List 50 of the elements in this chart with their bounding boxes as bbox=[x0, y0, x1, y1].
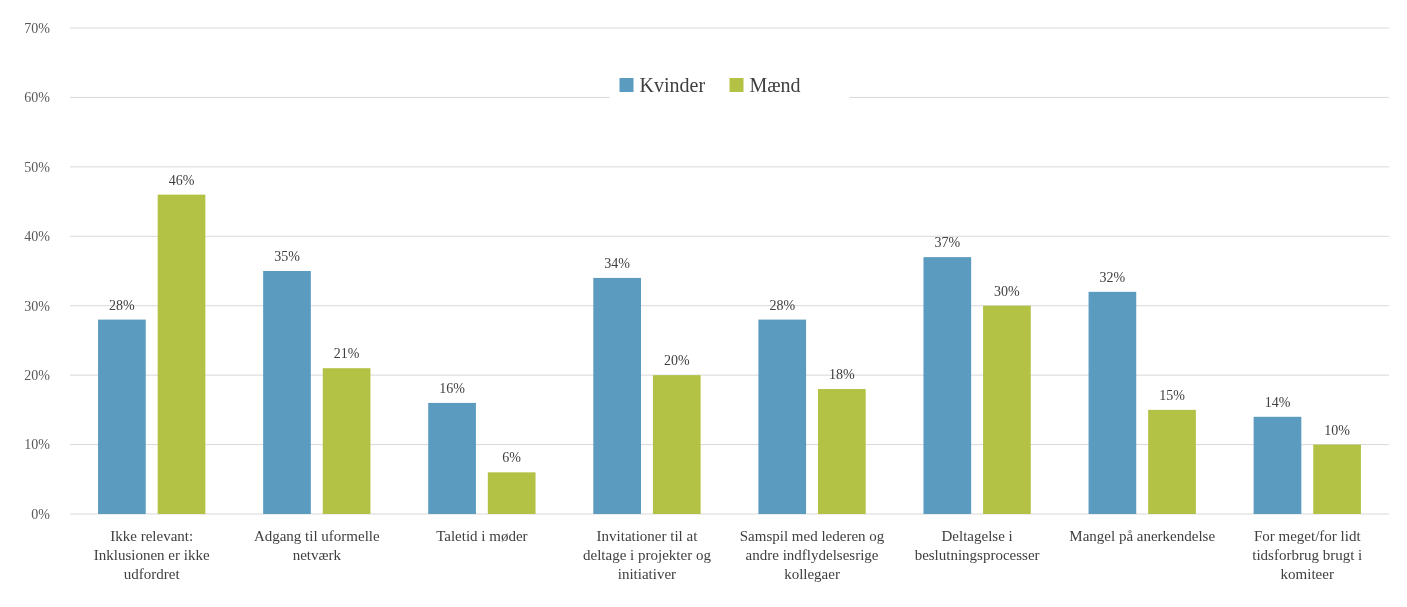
data-label: 6% bbox=[502, 450, 522, 466]
data-label: 35% bbox=[274, 249, 301, 264]
data-label: 14% bbox=[1264, 394, 1291, 410]
x-tick-label: Taletid i møder bbox=[436, 528, 528, 544]
x-tick-label: Samspil med lederen og andre indflydelsesrige kollegaer bbox=[739, 528, 885, 582]
x-tick-label: Adgang til uformelle netværk bbox=[253, 528, 381, 563]
bar bbox=[1088, 291, 1137, 514]
bar bbox=[98, 319, 146, 514]
bar bbox=[428, 402, 476, 514]
data-label: 46% bbox=[168, 172, 195, 188]
bar bbox=[487, 472, 536, 514]
y-tick-label: 10% bbox=[24, 437, 51, 453]
bar bbox=[923, 257, 972, 514]
legend-label: Mænd bbox=[749, 74, 801, 96]
bar bbox=[652, 375, 701, 514]
data-label: 20% bbox=[663, 353, 690, 369]
data-label: 28% bbox=[109, 297, 136, 313]
x-tick-label: Ikke relevant: Inklusionen er ikke udfordret bbox=[93, 528, 210, 582]
y-tick-label: 50% bbox=[24, 159, 51, 175]
bar bbox=[1148, 409, 1196, 514]
y-tick-label: 30% bbox=[24, 298, 51, 314]
bar bbox=[1313, 444, 1361, 514]
bar bbox=[818, 389, 866, 514]
x-tick-label: For meget/for lidt tidsforbrug brugt i komiteer bbox=[1252, 528, 1363, 582]
bar bbox=[1253, 416, 1302, 514]
data-label: 30% bbox=[994, 283, 1021, 299]
data-label: 34% bbox=[604, 255, 631, 271]
y-tick-label: 60% bbox=[24, 90, 51, 106]
bar bbox=[157, 194, 206, 514]
bar bbox=[758, 319, 807, 514]
x-tick-label: Invitationer til at deltage i projekter og initiativer bbox=[583, 528, 712, 582]
x-tick-label: Mangel på anerkendelse bbox=[1069, 528, 1216, 544]
legend-label: Kvinder bbox=[639, 74, 706, 96]
bar bbox=[593, 277, 641, 514]
y-tick-label: 40% bbox=[24, 229, 51, 245]
bar bbox=[322, 368, 371, 514]
bar bbox=[263, 271, 311, 514]
data-label: 18% bbox=[829, 367, 856, 383]
y-tick-label: 70% bbox=[24, 20, 51, 36]
data-label: 32% bbox=[1099, 269, 1126, 285]
data-label: 37% bbox=[934, 235, 961, 251]
x-tick-label: Deltagelse i beslutningsprocesser bbox=[914, 528, 1040, 563]
data-label: 16% bbox=[439, 380, 466, 396]
data-label: 15% bbox=[1159, 387, 1186, 403]
data-label: 28% bbox=[769, 297, 796, 313]
y-tick-label: 20% bbox=[24, 368, 51, 384]
data-label: 21% bbox=[333, 346, 360, 362]
y-tick-label: 0% bbox=[31, 506, 51, 522]
bar bbox=[983, 305, 1031, 514]
data-label: 10% bbox=[1324, 422, 1351, 438]
